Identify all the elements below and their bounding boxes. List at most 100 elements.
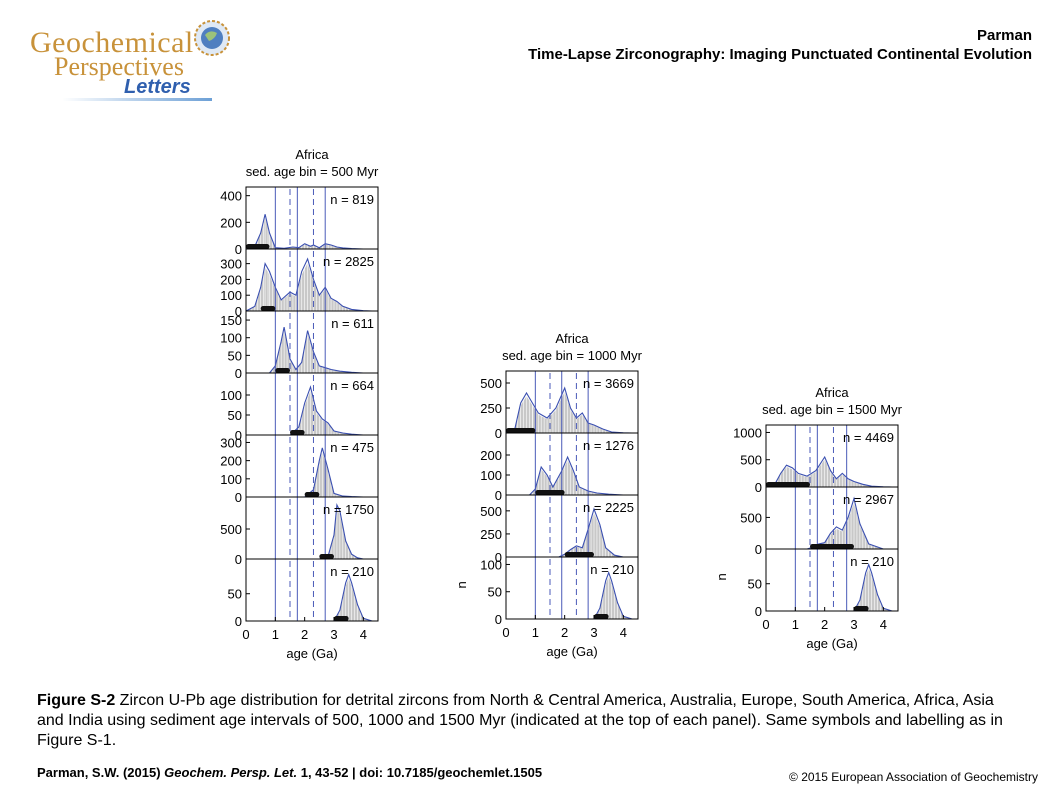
chart-title: Africa	[295, 147, 329, 162]
density-curve	[246, 385, 373, 436]
histogram-area	[766, 568, 893, 611]
journal-logo: Geochemical Perspectives Letters	[22, 14, 232, 104]
panel-5: 0 100 200 300 n = 475	[220, 434, 379, 505]
y-tick-label: 0	[235, 366, 242, 381]
panel-4: 0 50 100 n = 210	[480, 556, 639, 627]
panel-n-label: n = 2967	[843, 492, 894, 507]
sediment-age-bar	[766, 482, 810, 487]
sediment-age-bar	[564, 552, 594, 557]
histogram-area	[766, 459, 893, 487]
panel-3: 0 250 500 n = 2225	[480, 494, 639, 565]
density-curve	[246, 447, 373, 498]
y-tick-label: 50	[488, 585, 502, 600]
y-tick-label: 0	[235, 304, 242, 319]
y-tick-label: 0	[755, 480, 762, 495]
sediment-age-bar	[275, 368, 290, 373]
panel-1: 0 200 400 n = 819	[220, 186, 379, 257]
x-axis-label: age (Ga)	[286, 646, 337, 661]
histogram-area	[766, 502, 893, 549]
x-tick-label: 1	[532, 625, 539, 640]
panel-n-label: n = 819	[330, 192, 374, 207]
panel-frame	[505, 556, 639, 620]
density-curve	[246, 326, 373, 374]
x-tick-label: 3	[850, 617, 857, 632]
y-tick-label: 200	[220, 215, 242, 230]
chart-subtitle: sed. age bin = 1000 Myr	[502, 348, 643, 363]
y-tick-label: 100	[220, 288, 242, 303]
logo-underline	[62, 98, 212, 101]
x-tick-label: 3	[330, 627, 337, 642]
y-tick-label: 0	[235, 552, 242, 567]
panel-3: 0 50 n = 210	[748, 548, 899, 619]
y-tick-label: 0	[495, 488, 502, 503]
y-tick-label: 500	[740, 453, 762, 468]
globe-icon	[194, 20, 230, 56]
sediment-age-bar	[810, 544, 854, 549]
y-tick-label: 250	[480, 527, 502, 542]
y-tick-label: 500	[480, 376, 502, 391]
y-tick-label: 300	[220, 435, 242, 450]
logo-line-perspectives: Perspectives	[54, 52, 184, 81]
panel-frame	[765, 548, 899, 612]
chart-subtitle: sed. age bin = 500 Myr	[246, 164, 379, 179]
copyright: © 2015 European Association of Geochemis…	[789, 770, 1038, 784]
histogram-area	[506, 512, 633, 557]
x-tick-label: 4	[620, 625, 627, 640]
page-header: Parman Time-Lapse Zirconography: Imaging…	[528, 26, 1032, 64]
y-tick-label: 500	[480, 504, 502, 519]
histogram-area	[246, 509, 373, 559]
y-tick-label: 100	[220, 472, 242, 487]
panel-n-label: n = 2825	[323, 254, 374, 269]
panel-n-label: n = 210	[850, 554, 894, 569]
sediment-age-bar	[506, 428, 536, 433]
y-tick-label: 400	[220, 189, 242, 204]
density-curve	[505, 386, 633, 434]
panel-3: 0 50 100 150 n = 611	[220, 310, 379, 381]
header-title: Time-Lapse Zirconography: Imaging Punctu…	[528, 46, 1032, 63]
y-tick-label: 0	[495, 426, 502, 441]
histogram-area	[506, 460, 633, 495]
x-tick-label: 1	[792, 617, 799, 632]
x-tick-label: 2	[561, 625, 568, 640]
sediment-age-bar	[535, 490, 565, 495]
sediment-age-bar	[246, 244, 270, 249]
y-tick-label: 100	[480, 557, 502, 572]
panel-n-label: n = 1276	[583, 438, 634, 453]
y-tick-label: 500	[740, 510, 762, 525]
caption-text: Zircon U-Pb age distribution for detrita…	[37, 692, 1003, 749]
panel-4: 0 50 100 n = 664	[220, 372, 379, 443]
y-tick-label: 100	[220, 388, 242, 403]
sediment-age-bar	[260, 306, 276, 311]
density-curve	[245, 214, 373, 250]
histogram-area	[506, 391, 633, 433]
sediment-age-bar	[304, 492, 320, 497]
histogram-area	[246, 330, 373, 373]
x-tick-label: 2	[301, 627, 308, 642]
histogram-area	[246, 263, 373, 311]
y-tick-label: 250	[480, 401, 502, 416]
logo-line-letters: Letters	[124, 76, 191, 98]
panel-frame	[245, 558, 379, 622]
y-tick-label: 50	[228, 348, 242, 363]
y-tick-label: 50	[228, 408, 242, 423]
y-tick-label: 100	[220, 331, 242, 346]
panel-1: 0 250 500 n = 3669	[480, 370, 639, 441]
density-curve	[765, 455, 893, 488]
y-tick-label: 1000	[733, 425, 762, 440]
figure-caption: Figure S-2 Zircon U-Pb age distribution …	[37, 691, 1022, 751]
sediment-age-bar	[290, 430, 305, 435]
density-curve	[506, 455, 633, 496]
y-axis-label: n	[714, 573, 729, 580]
chart-subtitle: sed. age bin = 1500 Myr	[762, 402, 903, 417]
panel-n-label: n = 475	[330, 440, 374, 455]
y-tick-label: 0	[495, 550, 502, 565]
histogram-area	[506, 576, 633, 619]
panel-2: 0 100 200 n = 1276	[480, 432, 639, 503]
x-tick-label: 0	[502, 625, 509, 640]
citation-author: Parman, S.W. (2015)	[37, 765, 165, 780]
panel-n-label: n = 2225	[583, 500, 634, 515]
